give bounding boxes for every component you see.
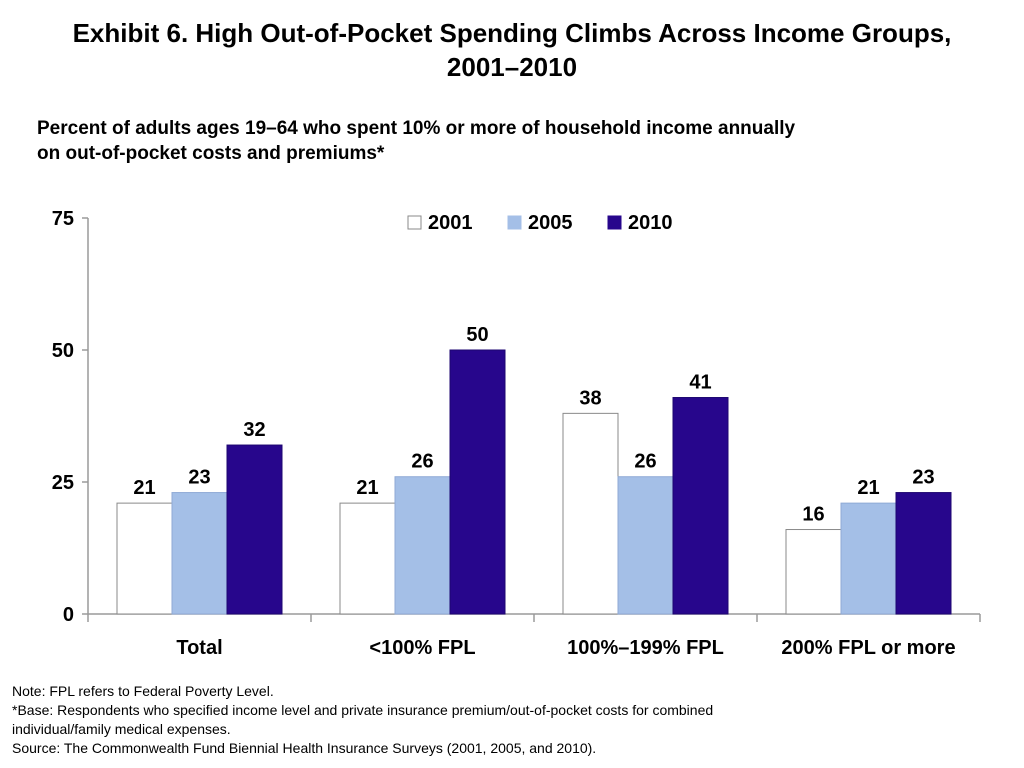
bar-2010-3: [672, 397, 729, 615]
legend-swatch-2005: [507, 215, 522, 230]
chart-legend: 2001 2005 2010: [407, 212, 673, 234]
x-category-label: 200% FPL or more: [781, 637, 955, 659]
data-label: 23: [912, 467, 934, 489]
chart-title-line-1: Exhibit 6. High Out-of-Pocket Spending C…: [72, 18, 952, 48]
chart-notes: Note: FPL refers to Federal Poverty Leve…: [12, 682, 1002, 758]
chart-title-line-2: 2001–2010: [446, 52, 578, 82]
chart-subtitle-line-1: Percent of adults ages 19–64 who spent 1…: [37, 118, 796, 139]
data-label: 32: [243, 419, 265, 441]
legend-label-2005: 2005: [528, 212, 573, 234]
y-tick-label: 75: [52, 208, 74, 230]
bar-chart: 2001 2005 2010 0 25 50 75 Total <100% FPL 100%–1…: [52, 208, 981, 659]
bar-2001-3: [562, 412, 619, 615]
bar-2005-4: [840, 502, 897, 615]
data-label: 50: [466, 324, 488, 346]
data-label: 41: [689, 372, 711, 394]
bar-2001-1: [116, 502, 173, 615]
bar-2010-2: [449, 349, 506, 615]
data-label: 21: [356, 477, 378, 499]
x-category-label: <100% FPL: [369, 637, 475, 659]
chart-subtitle-line-2: on out-of-pocket costs and premiums*: [37, 143, 385, 164]
legend-label-2001: 2001: [428, 212, 473, 234]
legend-label-2010: 2010: [628, 212, 673, 234]
chart-bars: [116, 349, 952, 615]
chart-axes: 0 25 50 75 Total <100% FPL 100%–199% FPL 200% F…: [52, 208, 981, 659]
note-fpl: Note: FPL refers to Federal Poverty Leve…: [12, 683, 274, 699]
note-source: Source: The Commonwealth Fund Biennial H…: [12, 740, 597, 756]
note-base-line-2: individual/family medical expenses.: [12, 721, 231, 737]
data-label: 38: [579, 387, 601, 409]
data-label: 26: [634, 451, 656, 473]
y-tick-label: 0: [63, 604, 74, 626]
legend-swatch-2001: [407, 215, 422, 230]
chart-data-labels: 21 23 32 21 26 50 38 26 41 16 21 23: [133, 324, 934, 526]
chart-subtitle: Percent of adults ages 19–64 who spent 1…: [37, 116, 967, 166]
y-tick-label: 25: [52, 472, 74, 494]
data-label: 26: [411, 451, 433, 473]
bar-2001-2: [339, 502, 396, 615]
x-category-label: 100%–199% FPL: [567, 637, 724, 659]
legend-swatch-2010: [607, 215, 622, 230]
bar-2005-2: [394, 476, 451, 615]
data-label: 21: [133, 477, 155, 499]
x-category-label: Total: [176, 637, 222, 659]
note-base-line-1: *Base: Respondents who specified income …: [12, 702, 714, 718]
data-label: 23: [188, 467, 210, 489]
data-label: 16: [802, 504, 824, 526]
data-label: 21: [857, 477, 879, 499]
bar-2005-3: [617, 476, 674, 615]
bar-2010-4: [895, 492, 952, 615]
bar-2005-1: [171, 492, 228, 615]
bar-2001-4: [785, 529, 842, 615]
bar-2010-1: [226, 444, 283, 615]
y-tick-label: 50: [52, 340, 74, 362]
chart-title: Exhibit 6. High Out-of-Pocket Spending C…: [0, 16, 1024, 84]
